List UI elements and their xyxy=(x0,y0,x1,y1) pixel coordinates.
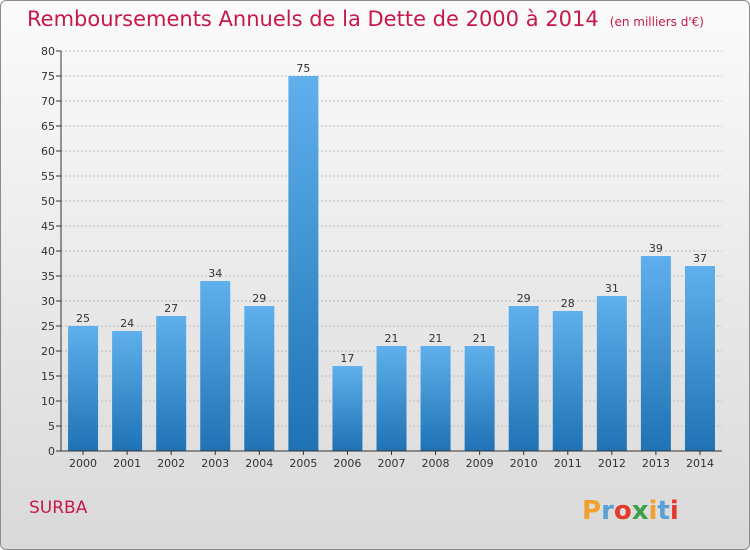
bar xyxy=(200,281,231,451)
logo-letter: r xyxy=(601,496,614,526)
logo-letter: P xyxy=(582,496,601,526)
bar-value-label: 31 xyxy=(605,282,619,295)
title-row: Remboursements Annuels de la Dette de 20… xyxy=(27,7,704,31)
bar xyxy=(68,326,99,451)
bars xyxy=(68,76,715,451)
y-tick-label: 80 xyxy=(41,45,55,58)
x-tick-label: 2003 xyxy=(201,457,229,470)
bar xyxy=(508,306,539,451)
x-tick-label: 2013 xyxy=(642,457,670,470)
bar xyxy=(640,256,671,451)
y-tick-label: 45 xyxy=(41,220,55,233)
x-tick-label: 2000 xyxy=(69,457,97,470)
town-name: SURBA xyxy=(29,498,88,518)
bar xyxy=(112,331,143,451)
x-tick-label: 2008 xyxy=(422,457,450,470)
x-tick-label: 2012 xyxy=(598,457,626,470)
bar-value-label: 24 xyxy=(120,317,134,330)
bar-value-label: 37 xyxy=(693,252,707,265)
bar xyxy=(552,311,583,451)
bar xyxy=(376,346,407,451)
y-tick-label: 55 xyxy=(41,170,55,183)
bar-value-label: 17 xyxy=(340,352,354,365)
y-tick-label: 50 xyxy=(41,195,55,208)
logo-letter: o xyxy=(614,496,632,526)
bar xyxy=(420,346,451,451)
bar xyxy=(288,76,319,451)
x-tick-label: 2001 xyxy=(113,457,141,470)
y-tick-label: 30 xyxy=(41,295,55,308)
chart-subtitle: (en milliers d'€) xyxy=(609,15,704,29)
y-tick-label: 10 xyxy=(41,395,55,408)
svg-text:Proxiti: Proxiti xyxy=(582,496,679,526)
bar-value-label: 21 xyxy=(473,332,487,345)
y-tick-label: 5 xyxy=(48,420,55,433)
logo-letter: i xyxy=(670,496,679,526)
bar-value-label: 25 xyxy=(76,312,90,325)
data-labels: 25 24 27 34 29 75 17 21 21 21 29 28 31 39 37 xyxy=(76,62,707,365)
bar xyxy=(244,306,275,451)
bar-value-label: 21 xyxy=(385,332,399,345)
bar-value-label: 29 xyxy=(517,292,531,305)
bar xyxy=(156,316,187,451)
x-tick-label: 2010 xyxy=(510,457,538,470)
logo-letter: t xyxy=(657,496,669,526)
y-tick-label: 0 xyxy=(48,445,55,458)
bar-value-label: 28 xyxy=(561,297,575,310)
x-tick-label: 2005 xyxy=(289,457,317,470)
bar xyxy=(684,266,715,451)
y-tick-label: 70 xyxy=(41,95,55,108)
proxiti-logo: Proxiti xyxy=(582,496,679,526)
axes: 0 5 10 15 20 25 30 35 40 45 50 55 60 65 70 75 80 2000 2001… xyxy=(41,45,722,470)
bar-value-label: 75 xyxy=(296,62,310,75)
y-tick-label: 15 xyxy=(41,370,55,383)
logo-letter: x xyxy=(632,496,649,526)
bar-value-label: 29 xyxy=(252,292,266,305)
y-tick-label: 65 xyxy=(41,120,55,133)
y-tick-label: 20 xyxy=(41,345,55,358)
x-tick-label: 2006 xyxy=(333,457,361,470)
y-tick-label: 60 xyxy=(41,145,55,158)
y-tick-label: 25 xyxy=(41,320,55,333)
x-tick-label: 2011 xyxy=(554,457,582,470)
x-tick-label: 2014 xyxy=(686,457,714,470)
y-tick-label: 75 xyxy=(41,70,55,83)
chart-title: Remboursements Annuels de la Dette de 20… xyxy=(27,7,599,31)
bar xyxy=(596,296,627,451)
bar xyxy=(464,346,495,451)
x-tick-label: 2007 xyxy=(378,457,406,470)
bar xyxy=(332,366,363,451)
bar-value-label: 39 xyxy=(649,242,663,255)
y-tick-label: 40 xyxy=(41,245,55,258)
x-tick-label: 2004 xyxy=(245,457,273,470)
logo-letter: i xyxy=(649,496,658,526)
x-tick-label: 2002 xyxy=(157,457,185,470)
x-tick-label: 2009 xyxy=(466,457,494,470)
bar-value-label: 34 xyxy=(208,267,222,280)
bar-value-label: 27 xyxy=(164,302,178,315)
bar-value-label: 21 xyxy=(429,332,443,345)
y-tick-label: 35 xyxy=(41,270,55,283)
